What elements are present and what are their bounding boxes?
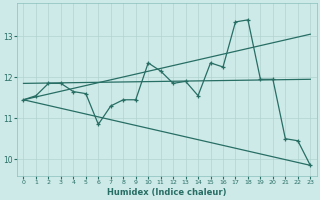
X-axis label: Humidex (Indice chaleur): Humidex (Indice chaleur) xyxy=(107,188,227,197)
